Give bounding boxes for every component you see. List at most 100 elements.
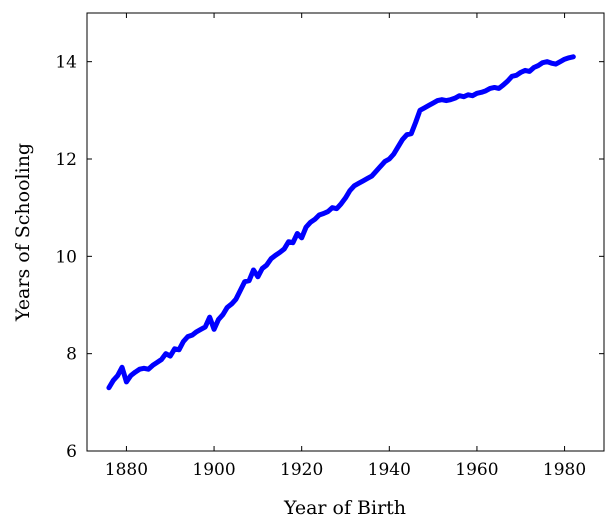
- data-point: [344, 196, 348, 200]
- data-point: [528, 69, 532, 73]
- data-point: [457, 94, 461, 98]
- series-layer: [107, 55, 575, 390]
- data-point: [317, 213, 321, 217]
- y-tick-label: 14: [55, 53, 77, 73]
- data-point: [409, 132, 413, 136]
- data-point: [273, 253, 277, 257]
- data-point: [195, 330, 199, 334]
- data-point: [339, 202, 343, 206]
- data-point: [571, 55, 575, 59]
- data-point: [243, 280, 247, 284]
- data-point: [322, 212, 326, 216]
- data-point: [383, 159, 387, 163]
- data-point: [168, 354, 172, 358]
- data-point: [479, 90, 483, 94]
- data-point: [260, 267, 264, 271]
- data-point: [335, 207, 339, 211]
- data-point: [405, 133, 409, 137]
- y-tick-label: 10: [55, 247, 77, 267]
- data-point: [554, 62, 558, 66]
- x-tick-label: 1980: [543, 460, 586, 480]
- data-point: [177, 348, 181, 352]
- data-point: [291, 241, 295, 245]
- data-point: [212, 327, 216, 331]
- data-point: [352, 184, 356, 188]
- data-point: [501, 83, 505, 87]
- data-point: [111, 378, 115, 382]
- data-point: [216, 318, 220, 322]
- data-point: [124, 380, 128, 384]
- data-point: [431, 101, 435, 105]
- x-tick-label: 1940: [368, 460, 411, 480]
- y-tick-label: 6: [66, 442, 77, 462]
- data-point: [414, 121, 418, 125]
- data-point: [387, 157, 391, 161]
- data-point: [107, 386, 111, 390]
- axis-ticks: [87, 13, 604, 451]
- data-point: [532, 66, 536, 70]
- data-point: [488, 86, 492, 90]
- data-point: [300, 236, 304, 240]
- data-point: [151, 363, 155, 367]
- data-point: [238, 288, 242, 292]
- data-point: [203, 325, 207, 329]
- data-point: [230, 302, 234, 306]
- data-point: [545, 60, 549, 64]
- data-point: [440, 98, 444, 102]
- data-point: [282, 247, 286, 251]
- data-point: [287, 240, 291, 244]
- data-point: [365, 176, 369, 180]
- data-point: [418, 108, 422, 112]
- data-point: [510, 74, 514, 78]
- data-point: [396, 145, 400, 149]
- data-point: [453, 96, 457, 100]
- data-point: [208, 315, 212, 319]
- data-point: [370, 174, 374, 178]
- data-point: [190, 333, 194, 337]
- data-point: [186, 335, 190, 339]
- data-point: [173, 347, 177, 351]
- data-point: [234, 297, 238, 301]
- data-point: [199, 327, 203, 331]
- data-point: [563, 57, 567, 61]
- data-point: [514, 73, 518, 77]
- tick-labels: 1880 1900 1920 1940 1960 1980 6 8 10 12 14: [55, 53, 586, 480]
- data-point: [462, 95, 466, 99]
- data-point: [247, 279, 251, 283]
- data-point: [116, 374, 120, 378]
- x-tick-label: 1900: [192, 460, 235, 480]
- data-point: [519, 70, 523, 74]
- data-point: [541, 61, 545, 65]
- data-point: [484, 89, 488, 93]
- data-point: [142, 366, 146, 370]
- data-point: [155, 360, 159, 364]
- data-point: [471, 94, 475, 98]
- data-point: [466, 93, 470, 97]
- data-point: [422, 106, 426, 110]
- data-point: [269, 257, 273, 261]
- data-point: [129, 374, 133, 378]
- x-axis-title: Year of Birth: [283, 497, 406, 519]
- data-point: [392, 152, 396, 156]
- data-point: [159, 358, 163, 362]
- data-point: [313, 217, 317, 221]
- data-point: [436, 99, 440, 103]
- data-point: [295, 231, 299, 235]
- data-point: [374, 169, 378, 173]
- data-point: [567, 56, 571, 60]
- data-point: [361, 179, 365, 183]
- x-tick-label: 1920: [280, 460, 323, 480]
- data-point: [133, 370, 137, 374]
- data-point: [558, 60, 562, 64]
- x-tick-label: 1880: [105, 460, 148, 480]
- data-point: [120, 365, 124, 369]
- data-point: [536, 64, 540, 68]
- data-point: [427, 103, 431, 107]
- data-point: [146, 367, 150, 371]
- data-point: [326, 210, 330, 214]
- y-tick-label: 12: [55, 150, 77, 170]
- data-point: [497, 86, 501, 90]
- data-point: [506, 79, 510, 83]
- plot-area-frame: [87, 13, 604, 451]
